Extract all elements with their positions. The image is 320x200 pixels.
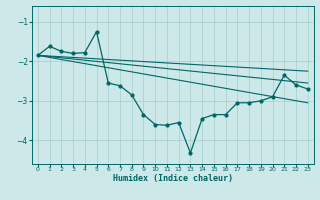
- X-axis label: Humidex (Indice chaleur): Humidex (Indice chaleur): [113, 174, 233, 183]
